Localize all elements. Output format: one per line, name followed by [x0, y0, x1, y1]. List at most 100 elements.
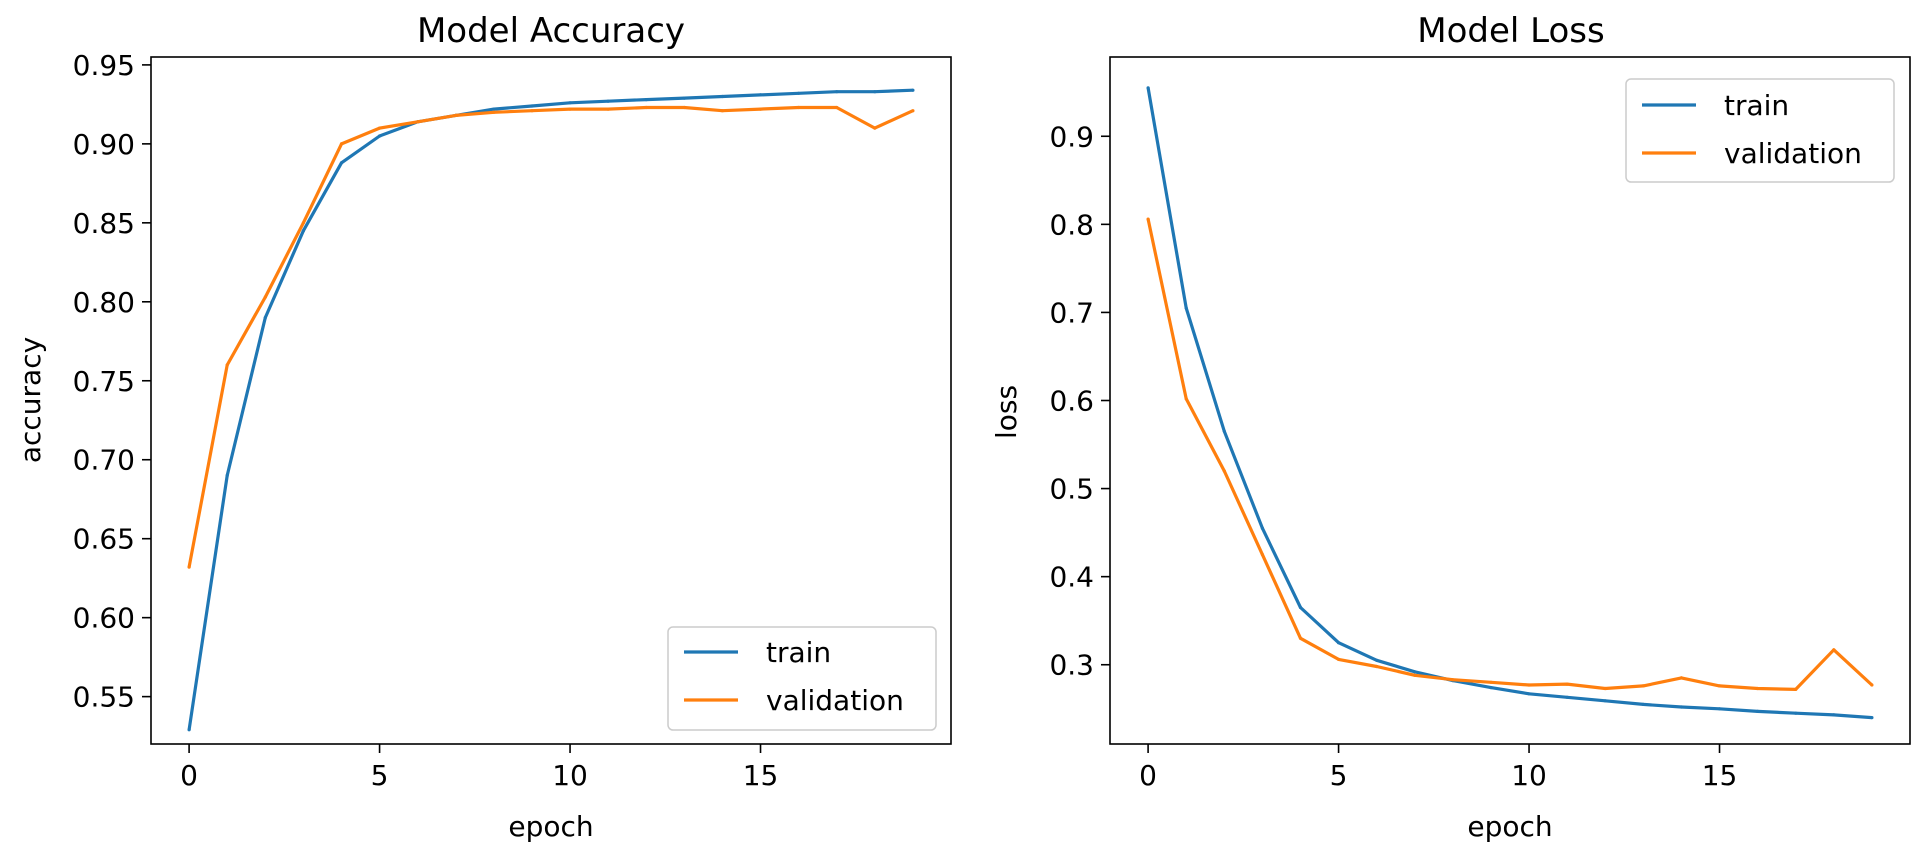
data-point-validation-1 [1184, 397, 1188, 401]
data-point-validation-5 [378, 126, 382, 130]
data-point-validation-17 [1794, 687, 1798, 692]
chart-title: Model Loss [1417, 11, 1604, 51]
data-point-train-18 [1832, 713, 1836, 717]
data-point-validation-9 [530, 109, 534, 113]
x-tick-label: 0 [180, 759, 198, 792]
data-point-validation-10 [568, 107, 572, 111]
data-point-train-1 [1184, 306, 1188, 310]
y-tick-label: 0.55 [73, 681, 135, 714]
data-point-train-17 [1794, 711, 1798, 715]
data-point-validation-9 [1489, 680, 1493, 684]
data-point-validation-14 [720, 109, 725, 113]
data-point-validation-19 [1870, 683, 1874, 687]
x-tick-label: 15 [743, 759, 779, 792]
data-point-train-11 [606, 99, 610, 103]
data-point-train-19 [911, 88, 915, 92]
data-point-train-7 [1413, 670, 1417, 674]
data-point-train-10 [568, 101, 572, 105]
data-point-train-5 [378, 134, 382, 138]
y-tick-label: 0.90 [73, 128, 135, 161]
data-point-train-14 [1679, 705, 1683, 709]
y-tick-label: 0.3 [1049, 649, 1094, 682]
y-tick-label: 0.70 [73, 444, 135, 477]
y-tick-label: 0.60 [73, 602, 135, 635]
data-point-validation-3 [1260, 553, 1264, 557]
data-point-train-3 [301, 229, 305, 233]
x-axis-label: epoch [1467, 810, 1552, 843]
data-point-train-19 [1870, 716, 1874, 720]
y-axis-ticks: 0.3 0.4 0.5 0.6 0.7 0.8 0.9 [1049, 120, 1110, 682]
data-point-train-8 [492, 107, 496, 111]
data-point-validation-17 [835, 105, 839, 110]
y-axis-ticks: 0.55 0.60 0.65 0.70 0.75 0.80 0.85 0.90 0.95 [73, 49, 151, 714]
series-line-train [187, 88, 913, 731]
data-point-validation-6 [1375, 664, 1379, 669]
y-tick-label: 0.75 [73, 365, 135, 398]
data-point-train-15 [758, 93, 763, 97]
data-point-train-13 [1641, 702, 1645, 707]
data-point-train-1 [225, 473, 229, 478]
data-point-train-10 [1527, 692, 1531, 696]
data-point-train-2 [1222, 429, 1226, 433]
y-tick-label: 0.5 [1049, 473, 1094, 506]
data-point-validation-16 [797, 105, 801, 110]
y-tick-label: 0.4 [1049, 561, 1094, 594]
data-point-validation-8 [1451, 678, 1455, 682]
x-tick-label: 10 [1511, 759, 1547, 792]
series-line-validation [187, 105, 914, 568]
y-axis-label: loss [990, 385, 1023, 439]
data-point-validation-15 [758, 107, 763, 111]
data-point-validation-12 [1603, 686, 1607, 691]
legend-label-train: train [766, 636, 831, 669]
chart-title: Model Accuracy [417, 11, 685, 51]
x-tick-label: 15 [1702, 759, 1738, 792]
data-point-train-16 [1756, 709, 1760, 714]
y-tick-label: 0.7 [1049, 296, 1094, 329]
data-point-validation-14 [1679, 676, 1683, 680]
series-line-validation [1146, 218, 1873, 691]
data-point-train-15 [1717, 707, 1722, 711]
data-point-train-0 [187, 728, 191, 732]
series-line-train [1146, 87, 1873, 720]
data-point-validation-2 [1222, 469, 1226, 473]
data-point-validation-4 [1298, 636, 1303, 640]
data-point-train-4 [1298, 605, 1303, 610]
y-tick-label: 0.85 [73, 207, 135, 240]
data-point-train-3 [1260, 526, 1264, 530]
plot-series-group [187, 88, 915, 732]
y-tick-label: 0.95 [73, 49, 135, 82]
data-point-train-9 [530, 104, 534, 108]
legend: train validation [1625, 78, 1895, 183]
x-tick-label: 10 [552, 759, 588, 792]
data-point-train-0 [1146, 86, 1150, 90]
data-point-validation-13 [1641, 684, 1645, 688]
data-point-validation-2 [263, 295, 267, 299]
data-point-validation-18 [873, 126, 877, 130]
data-point-validation-11 [1565, 682, 1569, 686]
data-point-validation-7 [1413, 673, 1417, 677]
data-point-validation-4 [339, 142, 344, 146]
legend-label-validation: validation [1724, 137, 1862, 170]
x-tick-label: 5 [371, 759, 389, 792]
data-point-validation-16 [1756, 686, 1760, 691]
data-point-train-9 [1489, 686, 1493, 690]
data-point-train-12 [1603, 699, 1607, 703]
x-axis-label: epoch [508, 810, 593, 843]
x-tick-label: 0 [1139, 759, 1157, 792]
data-point-validation-19 [911, 109, 915, 113]
y-tick-label: 0.65 [73, 523, 135, 556]
data-point-validation-11 [606, 107, 610, 111]
data-point-validation-3 [301, 221, 305, 225]
plot-series-group [1146, 86, 1874, 720]
data-point-validation-7 [454, 113, 458, 117]
y-axis-label: accuracy [14, 337, 47, 463]
x-axis-ticks: 0 5 10 15 [1139, 744, 1737, 792]
data-point-validation-8 [492, 110, 496, 114]
y-tick-label: 0.80 [73, 286, 135, 319]
data-point-train-4 [339, 161, 344, 165]
data-point-validation-15 [1717, 684, 1722, 688]
loss-chart: Model Loss 0 5 10 15 0.30.40.50.60.70.80.9 … [990, 11, 1911, 843]
data-point-validation-12 [644, 105, 648, 110]
data-point-validation-0 [187, 565, 191, 569]
data-point-validation-13 [682, 105, 686, 110]
